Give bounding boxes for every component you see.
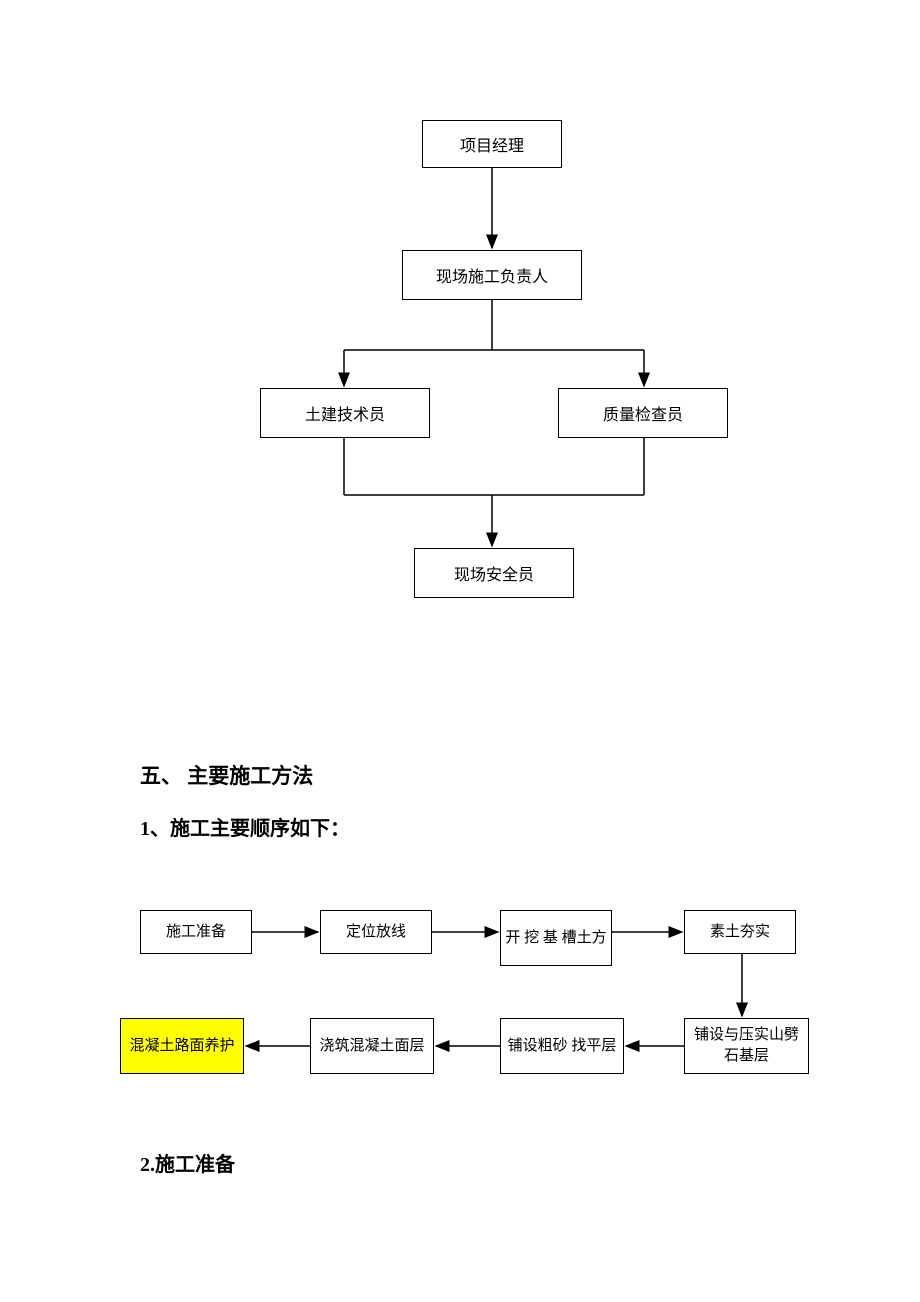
flow-node-prep: 施工准备: [140, 910, 252, 954]
org-node-label: 质量检查员: [603, 401, 683, 425]
flow-node-base-layer: 铺设与压实山劈石基层: [684, 1018, 809, 1074]
flow-node-label: 素土夯实: [710, 922, 770, 943]
heading-section-five: 五、 主要施工方法: [140, 760, 313, 790]
org-chart: 项目经理 现场施工负责人 土建技术员 质量检查员 现场安全员: [0, 120, 920, 670]
flow-node-label: 混凝土路面养护: [129, 1036, 234, 1057]
org-node-safety-officer: 现场安全员: [414, 548, 574, 598]
flow-node-label: 铺设与压实山劈石基层: [689, 1025, 804, 1067]
org-node-label: 现场施工负责人: [436, 263, 548, 287]
flow-node-concrete-pour: 浇筑混凝土面层: [310, 1018, 434, 1074]
flow-node-sand-layer: 铺设粗砂 找平层: [500, 1018, 624, 1074]
heading-sub-one: 1、施工主要顺序如下：: [140, 812, 350, 841]
flow-node-curing: 混凝土路面养护: [120, 1018, 244, 1074]
flow-node-excavation: 开 挖 基 槽土方: [500, 910, 612, 966]
flow-node-label: 定位放线: [346, 922, 406, 943]
heading-sub-two: 2.施工准备: [140, 1148, 235, 1177]
flow-node-compaction: 素土夯实: [684, 910, 796, 954]
org-node-project-manager: 项目经理: [422, 120, 562, 168]
org-node-label: 土建技术员: [305, 401, 385, 425]
flow-node-label: 浇筑混凝土面层: [319, 1036, 424, 1057]
org-node-site-manager: 现场施工负责人: [402, 250, 582, 300]
page-container: 项目经理 现场施工负责人 土建技术员 质量检查员 现场安全员 五、 主要施工方法…: [0, 0, 920, 1302]
org-node-civil-tech: 土建技术员: [260, 388, 430, 438]
flow-node-label: 施工准备: [166, 922, 226, 943]
org-node-label: 现场安全员: [454, 561, 534, 585]
org-node-label: 项目经理: [460, 132, 524, 156]
flow-node-label: 铺设粗砂 找平层: [508, 1036, 617, 1057]
flow-node-positioning: 定位放线: [320, 910, 432, 954]
flow-chart: 施工准备 定位放线 开 挖 基 槽土方 素土夯实 铺设与压实山劈石基层 铺设粗砂…: [0, 910, 920, 1110]
org-node-quality-inspector: 质量检查员: [558, 388, 728, 438]
flow-node-label: 开 挖 基 槽土方: [505, 928, 606, 949]
